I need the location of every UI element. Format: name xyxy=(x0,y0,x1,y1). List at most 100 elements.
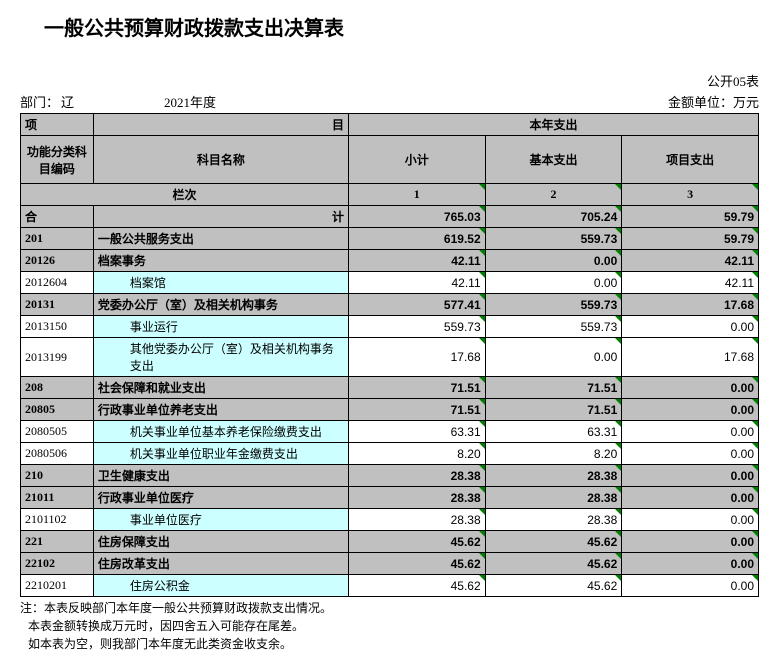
cell-proj: 0.00 xyxy=(622,487,759,509)
form-number: 公开05表 xyxy=(707,71,759,90)
hdr-project: 项 xyxy=(21,114,94,136)
cell-code: 2013199 xyxy=(21,338,94,377)
table-row: 2080505机关事业单位基本养老保险缴费支出63.3163.310.00 xyxy=(21,421,759,443)
cell-basic: 45.62 xyxy=(485,531,622,553)
hdr-c3: 3 xyxy=(622,184,759,206)
cell-name: 一般公共服务支出 xyxy=(93,228,348,250)
cell-name: 住房改革支出 xyxy=(93,553,348,575)
cell-basic: 0.00 xyxy=(485,250,622,272)
dept-label: 部门： xyxy=(20,92,59,111)
cell-basic: 8.20 xyxy=(485,443,622,465)
cell-basic: 28.38 xyxy=(485,487,622,509)
table-row: 221住房保障支出45.6245.620.00 xyxy=(21,531,759,553)
cell-code: 2101102 xyxy=(21,509,94,531)
cell-name: 住房保障支出 xyxy=(93,531,348,553)
cell-name: 机关事业单位基本养老保险缴费支出 xyxy=(93,421,348,443)
table-row: 201一般公共服务支出619.52559.7359.79 xyxy=(21,228,759,250)
budget-table: 项 目 本年支出 功能分类科目编码 科目名称 小计 基本支出 项目支出 栏次 1… xyxy=(20,113,759,597)
hdr-subtotal: 小计 xyxy=(348,136,485,184)
table-row: 208社会保障和就业支出71.5171.510.00 xyxy=(21,377,759,399)
cell-subtotal: 45.62 xyxy=(348,531,485,553)
cell-code: 201 xyxy=(21,228,94,250)
hdr-this-year: 本年支出 xyxy=(348,114,758,136)
note-line: 本表金额转换成万元时，因四舍五入可能存在尾差。 xyxy=(20,617,759,635)
cell-subtotal: 8.20 xyxy=(348,443,485,465)
cell-subtotal: 45.62 xyxy=(348,575,485,597)
cell-basic: 0.00 xyxy=(485,338,622,377)
cell-total-subtotal: 765.03 xyxy=(348,206,485,228)
cell-code: 2080506 xyxy=(21,443,94,465)
cell-proj: 0.00 xyxy=(622,465,759,487)
cell-name: 卫生健康支出 xyxy=(93,465,348,487)
cell-basic: 28.38 xyxy=(485,509,622,531)
cell-proj: 0.00 xyxy=(622,575,759,597)
note-line: 注：本表反映部门本年度一般公共预算财政拨款支出情况。 xyxy=(20,599,759,617)
cell-heji-a: 合 xyxy=(21,206,94,228)
cell-basic: 71.51 xyxy=(485,377,622,399)
cell-proj: 42.11 xyxy=(622,272,759,294)
cell-basic: 63.31 xyxy=(485,421,622,443)
table-row: 2013150事业运行559.73559.730.00 xyxy=(21,316,759,338)
cell-basic: 45.62 xyxy=(485,575,622,597)
cell-subtotal: 28.38 xyxy=(348,465,485,487)
hdr-mu: 目 xyxy=(93,114,348,136)
cell-subtotal: 71.51 xyxy=(348,399,485,421)
cell-proj: 17.68 xyxy=(622,294,759,316)
cell-total-basic: 705.24 xyxy=(485,206,622,228)
cell-proj: 0.00 xyxy=(622,421,759,443)
cell-subtotal: 619.52 xyxy=(348,228,485,250)
cell-basic: 559.73 xyxy=(485,294,622,316)
cell-proj: 0.00 xyxy=(622,399,759,421)
cell-code: 210 xyxy=(21,465,94,487)
cell-name: 住房公积金 xyxy=(93,575,348,597)
row-total: 合 计 765.03 705.24 59.79 xyxy=(21,206,759,228)
cell-proj: 17.68 xyxy=(622,338,759,377)
cell-code: 20131 xyxy=(21,294,94,316)
cell-proj: 0.00 xyxy=(622,531,759,553)
cell-name: 行政事业单位养老支出 xyxy=(93,399,348,421)
cell-name: 行政事业单位医疗 xyxy=(93,487,348,509)
page-title: 一般公共预算财政拨款支出决算表 xyxy=(44,12,759,41)
unit-label: 金额单位：万元 xyxy=(668,92,759,111)
hdr-basic: 基本支出 xyxy=(485,136,622,184)
cell-name: 社会保障和就业支出 xyxy=(93,377,348,399)
cell-proj: 0.00 xyxy=(622,443,759,465)
table-row: 2210201住房公积金45.6245.620.00 xyxy=(21,575,759,597)
table-row: 20805行政事业单位养老支出71.5171.510.00 xyxy=(21,399,759,421)
cell-basic: 45.62 xyxy=(485,553,622,575)
table-row: 21011行政事业单位医疗28.3828.380.00 xyxy=(21,487,759,509)
hdr-c2: 2 xyxy=(485,184,622,206)
cell-subtotal: 28.38 xyxy=(348,487,485,509)
table-row: 20126档案事务42.110.0042.11 xyxy=(21,250,759,272)
cell-code: 2210201 xyxy=(21,575,94,597)
cell-name: 事业运行 xyxy=(93,316,348,338)
cell-proj: 59.79 xyxy=(622,228,759,250)
cell-code: 20126 xyxy=(21,250,94,272)
cell-name: 档案馆 xyxy=(93,272,348,294)
cell-basic: 71.51 xyxy=(485,399,622,421)
notes: 注：本表反映部门本年度一般公共预算财政拨款支出情况。 本表金额转换成万元时，因四… xyxy=(20,599,759,653)
cell-subtotal: 63.31 xyxy=(348,421,485,443)
cell-code: 22102 xyxy=(21,553,94,575)
form-number-row: 公开05表 xyxy=(20,71,759,90)
cell-code: 20805 xyxy=(21,399,94,421)
cell-code: 2012604 xyxy=(21,272,94,294)
table-row: 2013199其他党委办公厅（室）及相关机构事务支出17.680.0017.68 xyxy=(21,338,759,377)
hdr-c1: 1 xyxy=(348,184,485,206)
cell-proj: 0.00 xyxy=(622,553,759,575)
cell-basic: 559.73 xyxy=(485,228,622,250)
cell-basic: 559.73 xyxy=(485,316,622,338)
table-row: 2080506机关事业单位职业年金缴费支出8.208.200.00 xyxy=(21,443,759,465)
cell-proj: 0.00 xyxy=(622,316,759,338)
hdr-lanci: 栏次 xyxy=(21,184,349,206)
table-row: 2012604档案馆42.110.0042.11 xyxy=(21,272,759,294)
cell-name: 机关事业单位职业年金缴费支出 xyxy=(93,443,348,465)
cell-proj: 0.00 xyxy=(622,509,759,531)
cell-name: 档案事务 xyxy=(93,250,348,272)
meta-row: 部门： 辽 2021年度 金额单位：万元 xyxy=(20,92,759,111)
dept-value: 辽 xyxy=(61,92,74,111)
hdr-name: 科目名称 xyxy=(93,136,348,184)
cell-code: 2013150 xyxy=(21,316,94,338)
cell-total-proj: 59.79 xyxy=(622,206,759,228)
cell-name: 其他党委办公厅（室）及相关机构事务支出 xyxy=(93,338,348,377)
